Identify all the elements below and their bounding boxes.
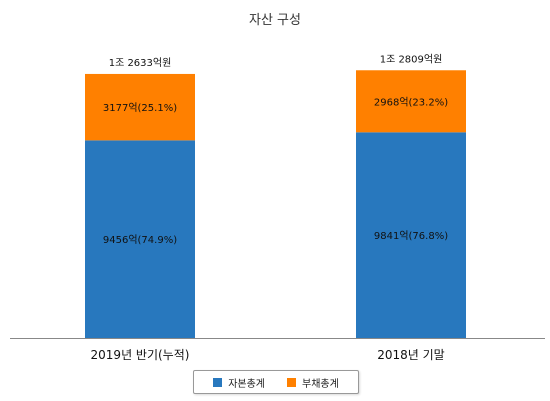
legend-swatch-equity [213,377,223,387]
category-label-1: 2018년 기말 [377,348,444,362]
legend-item-liabilities[interactable]: 부채총계 [287,375,339,390]
bar-liabilities-0 [85,73,195,141]
chart-title: 자산 구성 [249,13,301,28]
bar-equity-0 [85,140,195,338]
legend-swatch-liabilities [287,377,296,387]
total-label-0: 1조 2633억원 [109,57,172,69]
bar-equity-1 [356,132,466,338]
legend: 자본총계 부채총계 [193,370,359,394]
data-label-equity-1: 9841억(76.8%) [374,230,448,242]
legend-label-liabilities: 부채총계 [302,378,339,390]
data-label-liabilities-0: 3177억(25.1%) [103,102,177,114]
category-label-0: 2019년 반기(누적) [91,348,190,362]
legend-item-equity[interactable]: 자본총계 [213,375,265,390]
data-label-liabilities-1: 2968억(23.2%) [374,96,448,108]
bar-liabilities-1 [356,70,466,133]
data-label-equity-0: 9456억(74.9%) [103,234,177,246]
legend-label-equity: 자본총계 [228,378,265,390]
total-label-1: 1조 2809억원 [380,53,443,65]
